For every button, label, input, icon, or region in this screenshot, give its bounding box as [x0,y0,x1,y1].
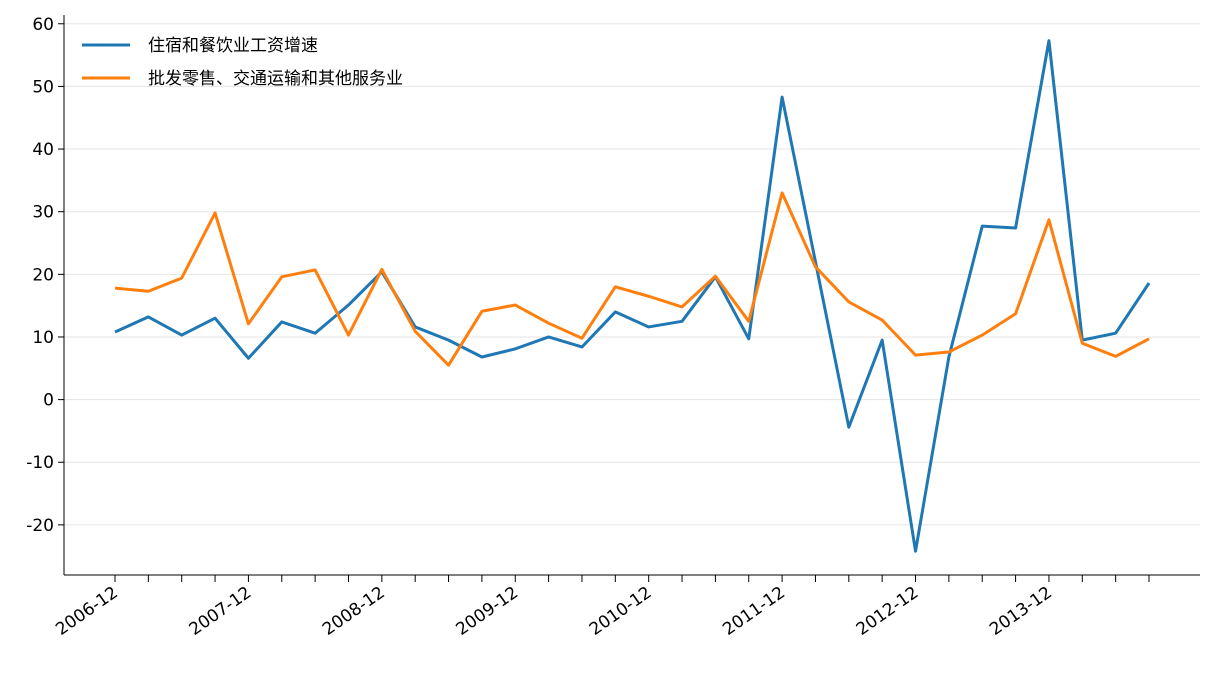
x-tick-label: 2008-12 [319,583,389,640]
legend-label: 批发零售、交通运输和其他服务业 [148,69,403,89]
y-tick-label: 0 [43,391,54,411]
y-tick-label: -10 [26,453,54,473]
legend-label: 住宿和餐饮业工资增速 [148,36,318,56]
x-tick-label: 2011-12 [719,583,789,640]
y-tick-label: 10 [32,328,54,348]
series-line [114,191,1150,367]
y-tick-label: 40 [32,140,54,160]
x-tick-label: 2006-12 [52,583,122,640]
x-tick-label: 2012-12 [853,583,923,640]
x-tick-label: 2009-12 [452,583,522,640]
series-line [114,39,1151,553]
y-tick-label: 20 [32,265,54,285]
y-tick-label: 60 [32,15,54,35]
x-tick-label: 2007-12 [186,583,256,640]
y-tick-label: 30 [32,203,54,223]
x-tick-label: 2013-12 [986,583,1056,640]
y-tick-label: -20 [26,516,54,536]
y-tick-label: 50 [32,77,54,97]
x-tick-label: 2010-12 [586,583,656,640]
